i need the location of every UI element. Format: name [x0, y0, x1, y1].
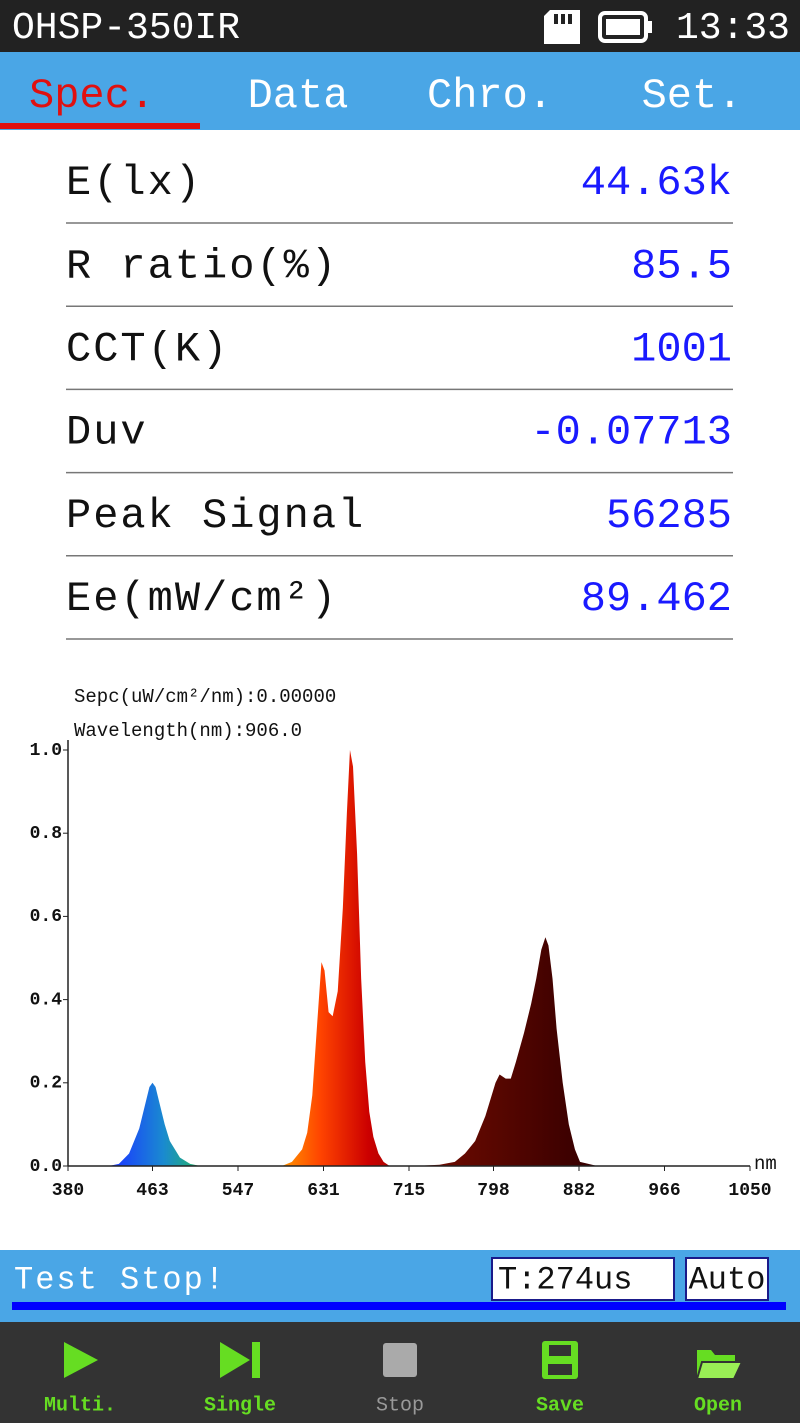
single-icon[interactable]	[220, 1342, 260, 1378]
tab[interactable]: Chro.	[427, 72, 553, 120]
x-tick-label: 798	[477, 1181, 509, 1201]
tab[interactable]: Data	[248, 72, 349, 120]
multi-icon[interactable]	[64, 1342, 98, 1378]
toolbar-label[interactable]: Multi.	[44, 1394, 116, 1417]
time-box	[491, 1257, 675, 1301]
y-tick-label: 0.2	[30, 1074, 62, 1094]
measure-value: 56285	[606, 492, 732, 540]
measure-label: CCT(K)	[66, 325, 229, 373]
sd-icon	[544, 10, 580, 44]
measure-label: E(lx)	[66, 159, 202, 207]
tab[interactable]: Set.	[642, 72, 743, 120]
x-tick-label: 463	[136, 1181, 168, 1201]
stop-icon[interactable]	[383, 1343, 417, 1377]
measure-value: 44.63k	[581, 159, 732, 207]
spectrum-area	[68, 750, 750, 1166]
progress-bar	[12, 1302, 786, 1310]
x-tick-label: 882	[563, 1181, 595, 1201]
y-tick-label: 0.8	[30, 824, 62, 844]
tab[interactable]: Spec.	[29, 72, 155, 120]
x-tick-label: 631	[307, 1181, 340, 1201]
active-tab-indicator	[0, 123, 200, 129]
toolbar-label[interactable]: Save	[536, 1394, 584, 1417]
x-tick-label: 715	[393, 1181, 425, 1201]
measure-value: -0.07713	[530, 409, 732, 457]
device-name: OHSP-350IR	[12, 7, 240, 50]
mode[interactable]: Auto	[689, 1261, 766, 1298]
measure-label: R ratio(%)	[66, 242, 338, 290]
top-bar	[0, 0, 800, 52]
y-tick-label: 0.0	[30, 1157, 62, 1177]
save-icon[interactable]	[542, 1341, 578, 1379]
integration-time: T:274us	[498, 1261, 632, 1298]
measure-value: 1001	[631, 325, 732, 373]
x-tick-label: 380	[52, 1181, 84, 1201]
open-icon[interactable]	[695, 1350, 744, 1380]
y-tick-label: 0.4	[30, 990, 63, 1010]
x-tick-label: 547	[222, 1181, 254, 1201]
measure-label: Ee(mW/cm²)	[66, 575, 338, 623]
x-tick-label: 1050	[728, 1181, 771, 1201]
measure-value: 85.5	[631, 242, 732, 290]
y-tick-label: 1.0	[30, 741, 62, 761]
measure-label: Peak Signal	[66, 492, 365, 540]
toolbar-label[interactable]: Stop	[376, 1394, 424, 1417]
clock: 13:33	[676, 7, 790, 50]
status-message: Test Stop!	[14, 1261, 226, 1298]
readout: Wavelength(nm):906.0	[74, 720, 302, 742]
x-tick-label: 966	[648, 1181, 680, 1201]
y-tick-label: 0.6	[30, 907, 62, 927]
readout: Sepc(uW/cm²/nm):0.00000	[74, 686, 336, 708]
toolbar-label[interactable]: Open	[694, 1394, 742, 1417]
tab-bar	[0, 52, 800, 130]
battery-icon	[598, 11, 652, 43]
measure-label: Duv	[66, 409, 148, 457]
toolbar-label[interactable]: Single	[204, 1394, 276, 1417]
mode-box[interactable]	[685, 1257, 769, 1301]
measure-value: 89.462	[581, 575, 732, 623]
x-axis-unit: nm	[754, 1153, 777, 1175]
